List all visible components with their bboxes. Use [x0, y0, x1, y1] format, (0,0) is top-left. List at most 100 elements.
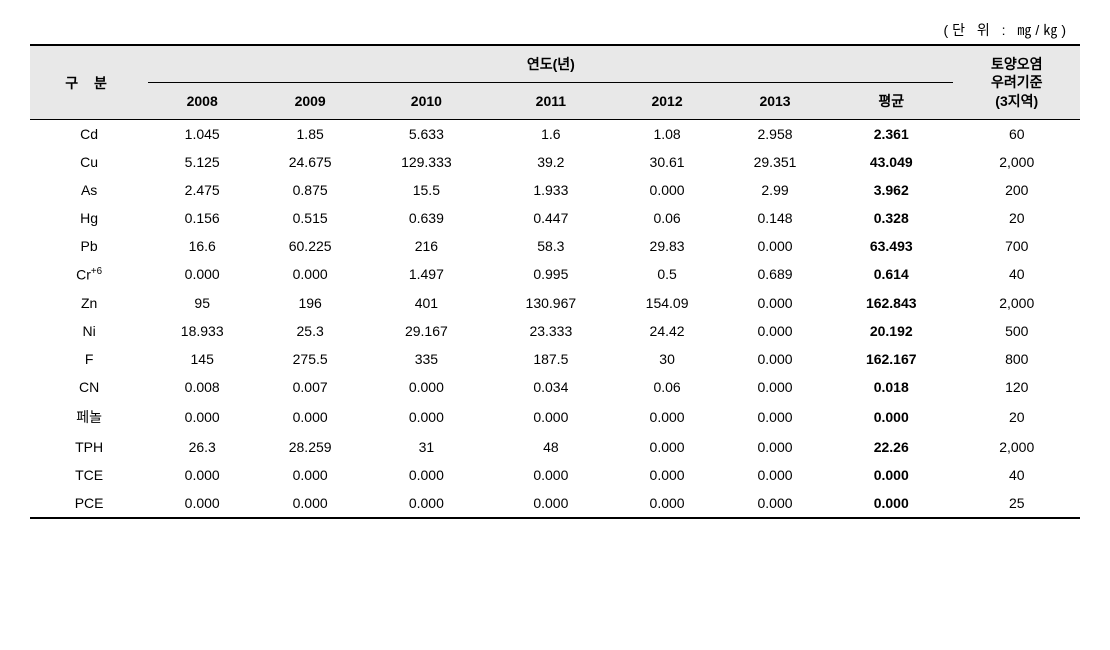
data-cell: 1.933	[489, 176, 613, 204]
data-cell: 29.351	[721, 148, 829, 176]
data-cell: 31	[364, 433, 488, 461]
data-cell: 0.000	[489, 461, 613, 489]
standard-cell: 20	[953, 204, 1080, 232]
table-row: F145275.5335187.5300.000162.167800	[30, 345, 1080, 373]
table-row: 페놀0.0000.0000.0000.0000.0000.0000.00020	[30, 401, 1080, 433]
standard-cell: 25	[953, 489, 1080, 518]
data-cell: 130.967	[489, 289, 613, 317]
table-row: Zn95196401130.967154.090.000162.8432,000	[30, 289, 1080, 317]
standard-cell: 500	[953, 317, 1080, 345]
data-cell: 0.689	[721, 260, 829, 289]
table-row: Hg0.1560.5150.6390.4470.060.1480.32820	[30, 204, 1080, 232]
standard-cell: 2,000	[953, 148, 1080, 176]
category-header: 구 분	[30, 45, 148, 120]
table-row: As2.4750.87515.51.9330.0002.993.962200	[30, 176, 1080, 204]
data-cell: 16.6	[148, 232, 256, 260]
row-label: TCE	[30, 461, 148, 489]
average-cell: 0.000	[829, 461, 953, 489]
data-cell: 0.5	[613, 260, 721, 289]
data-cell: 15.5	[364, 176, 488, 204]
data-cell: 401	[364, 289, 488, 317]
data-cell: 2.475	[148, 176, 256, 204]
data-cell: 0.008	[148, 373, 256, 401]
average-header: 평균	[829, 83, 953, 120]
data-cell: 95	[148, 289, 256, 317]
table-row: PCE0.0000.0000.0000.0000.0000.0000.00025	[30, 489, 1080, 518]
data-cell: 0.000	[721, 489, 829, 518]
table-row: TPH26.328.25931480.0000.00022.262,000	[30, 433, 1080, 461]
data-cell: 0.000	[613, 489, 721, 518]
data-cell: 28.259	[256, 433, 364, 461]
data-cell: 2.958	[721, 120, 829, 149]
data-cell: 0.000	[613, 176, 721, 204]
data-cell: 0.000	[489, 401, 613, 433]
data-cell: 60.225	[256, 232, 364, 260]
data-cell: 0.000	[489, 489, 613, 518]
data-cell: 39.2	[489, 148, 613, 176]
data-cell: 0.000	[721, 345, 829, 373]
year-2011-header: 2011	[489, 83, 613, 120]
standard-cell: 200	[953, 176, 1080, 204]
data-cell: 0.447	[489, 204, 613, 232]
data-cell: 154.09	[613, 289, 721, 317]
data-cell: 0.000	[364, 401, 488, 433]
data-cell: 0.148	[721, 204, 829, 232]
data-cell: 0.875	[256, 176, 364, 204]
row-label: PCE	[30, 489, 148, 518]
data-cell: 0.000	[148, 260, 256, 289]
year-2012-header: 2012	[613, 83, 721, 120]
data-cell: 25.3	[256, 317, 364, 345]
average-cell: 0.000	[829, 489, 953, 518]
average-cell: 63.493	[829, 232, 953, 260]
average-cell: 0.614	[829, 260, 953, 289]
table-row: Pb16.660.22521658.329.830.00063.493700	[30, 232, 1080, 260]
data-cell: 0.000	[613, 461, 721, 489]
row-label: Hg	[30, 204, 148, 232]
table-body: Cd1.0451.855.6331.61.082.9582.36160Cu5.1…	[30, 120, 1080, 518]
data-cell: 0.639	[364, 204, 488, 232]
data-cell: 335	[364, 345, 488, 373]
data-cell: 24.42	[613, 317, 721, 345]
average-cell: 0.018	[829, 373, 953, 401]
data-cell: 0.156	[148, 204, 256, 232]
data-cell: 58.3	[489, 232, 613, 260]
data-cell: 196	[256, 289, 364, 317]
average-cell: 43.049	[829, 148, 953, 176]
data-cell: 0.515	[256, 204, 364, 232]
data-cell: 0.034	[489, 373, 613, 401]
row-label: F	[30, 345, 148, 373]
table-row: CN0.0080.0070.0000.0340.060.0000.018120	[30, 373, 1080, 401]
data-cell: 187.5	[489, 345, 613, 373]
data-cell: 0.000	[256, 489, 364, 518]
year-group-header: 연도(년)	[148, 45, 953, 83]
data-cell: 0.000	[364, 489, 488, 518]
data-cell: 30	[613, 345, 721, 373]
standard-header: 토양오염 우려기준 (3지역)	[953, 45, 1080, 120]
standard-line3: (3지역)	[995, 93, 1038, 109]
average-cell: 162.843	[829, 289, 953, 317]
year-2013-header: 2013	[721, 83, 829, 120]
data-cell: 0.000	[148, 401, 256, 433]
data-cell: 0.995	[489, 260, 613, 289]
standard-cell: 40	[953, 260, 1080, 289]
data-cell: 0.000	[256, 260, 364, 289]
standard-cell: 2,000	[953, 289, 1080, 317]
average-cell: 162.167	[829, 345, 953, 373]
table-row: Cr+60.0000.0001.4970.9950.50.6890.61440	[30, 260, 1080, 289]
data-cell: 5.633	[364, 120, 488, 149]
row-label: As	[30, 176, 148, 204]
year-2010-header: 2010	[364, 83, 488, 120]
row-label: Cd	[30, 120, 148, 149]
data-cell: 24.675	[256, 148, 364, 176]
data-cell: 0.000	[721, 317, 829, 345]
year-2009-header: 2009	[256, 83, 364, 120]
table-row: Ni18.93325.329.16723.33324.420.00020.192…	[30, 317, 1080, 345]
data-cell: 0.06	[613, 373, 721, 401]
average-cell: 3.962	[829, 176, 953, 204]
row-label: Cr+6	[30, 260, 148, 289]
data-cell: 0.000	[364, 373, 488, 401]
data-cell: 0.000	[721, 232, 829, 260]
average-cell: 22.26	[829, 433, 953, 461]
data-cell: 0.06	[613, 204, 721, 232]
unit-label: (단 위 : ㎎/㎏)	[30, 20, 1080, 40]
